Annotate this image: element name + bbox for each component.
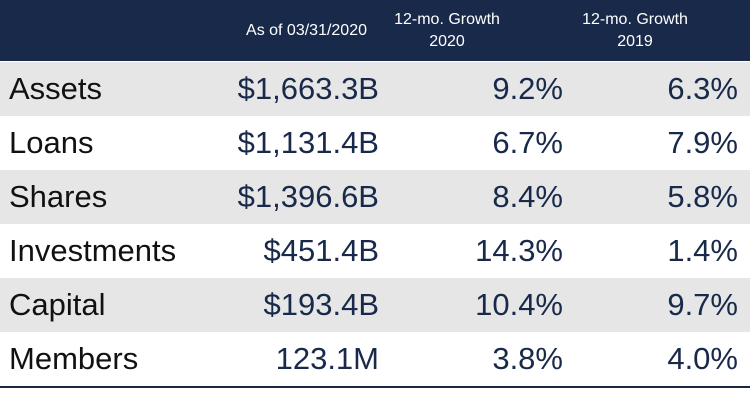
row-growth-2019-value: 7.9% bbox=[667, 125, 738, 160]
table-row: Loans $1,131.4B 6.7% 7.9% bbox=[0, 116, 750, 170]
table-row: Shares $1,396.6B 8.4% 5.8% bbox=[0, 170, 750, 224]
table-row: Members 123.1M 3.8% 4.0% bbox=[0, 332, 750, 386]
header-growth-2019-line2: 2019 bbox=[617, 33, 653, 50]
table-row: Assets $1,663.3B 9.2% 6.3% bbox=[0, 62, 750, 116]
row-growth-2020-value: 10.4% bbox=[475, 287, 563, 322]
row-as-of-value: $193.4B bbox=[263, 287, 380, 322]
row-label: Assets bbox=[9, 71, 103, 106]
row-growth-2019-value: 5.8% bbox=[667, 179, 738, 214]
row-growth-2019-value: 4.0% bbox=[667, 341, 738, 376]
row-growth-2019-value: 6.3% bbox=[667, 71, 738, 106]
header-growth-2020-line2: 2020 bbox=[429, 33, 465, 50]
header-growth-2019: 12-mo. Growth 2019 bbox=[560, 9, 710, 53]
row-growth-2019-value: 9.7% bbox=[667, 287, 738, 322]
row-growth-2020-value: 6.7% bbox=[492, 125, 563, 160]
row-growth-2020-value: 9.2% bbox=[492, 71, 563, 106]
header-growth-2020-line1: 12-mo. Growth bbox=[394, 11, 500, 28]
row-as-of-value: 123.1M bbox=[275, 341, 379, 376]
header-growth-2020: 12-mo. Growth 2020 bbox=[380, 9, 514, 53]
table-header: As of 03/31/2020 12-mo. Growth 2020 12-m… bbox=[0, 0, 750, 61]
row-as-of-value: $1,663.3B bbox=[237, 71, 379, 106]
row-growth-2020-value: 8.4% bbox=[492, 179, 563, 214]
row-growth-2019-value: 1.4% bbox=[667, 233, 738, 268]
row-label: Loans bbox=[9, 125, 94, 160]
row-label: Shares bbox=[9, 179, 108, 214]
header-as-of-label: As of 03/31/2020 bbox=[246, 22, 367, 39]
row-as-of-value: $1,131.4B bbox=[237, 125, 379, 160]
table-row: Investments $451.4B 14.3% 1.4% bbox=[0, 224, 750, 278]
row-label: Capital bbox=[9, 287, 106, 322]
header-growth-2019-line1: 12-mo. Growth bbox=[582, 11, 688, 28]
row-growth-2020-value: 14.3% bbox=[475, 233, 563, 268]
table-bottom-rule bbox=[0, 386, 750, 388]
row-label: Members bbox=[9, 341, 139, 376]
row-label: Investments bbox=[9, 233, 177, 268]
row-as-of-value: $451.4B bbox=[263, 233, 380, 268]
header-as-of: As of 03/31/2020 bbox=[190, 20, 367, 42]
table-row: Capital $193.4B 10.4% 9.7% bbox=[0, 278, 750, 332]
row-as-of-value: $1,396.6B bbox=[237, 179, 379, 214]
row-growth-2020-value: 3.8% bbox=[492, 341, 563, 376]
